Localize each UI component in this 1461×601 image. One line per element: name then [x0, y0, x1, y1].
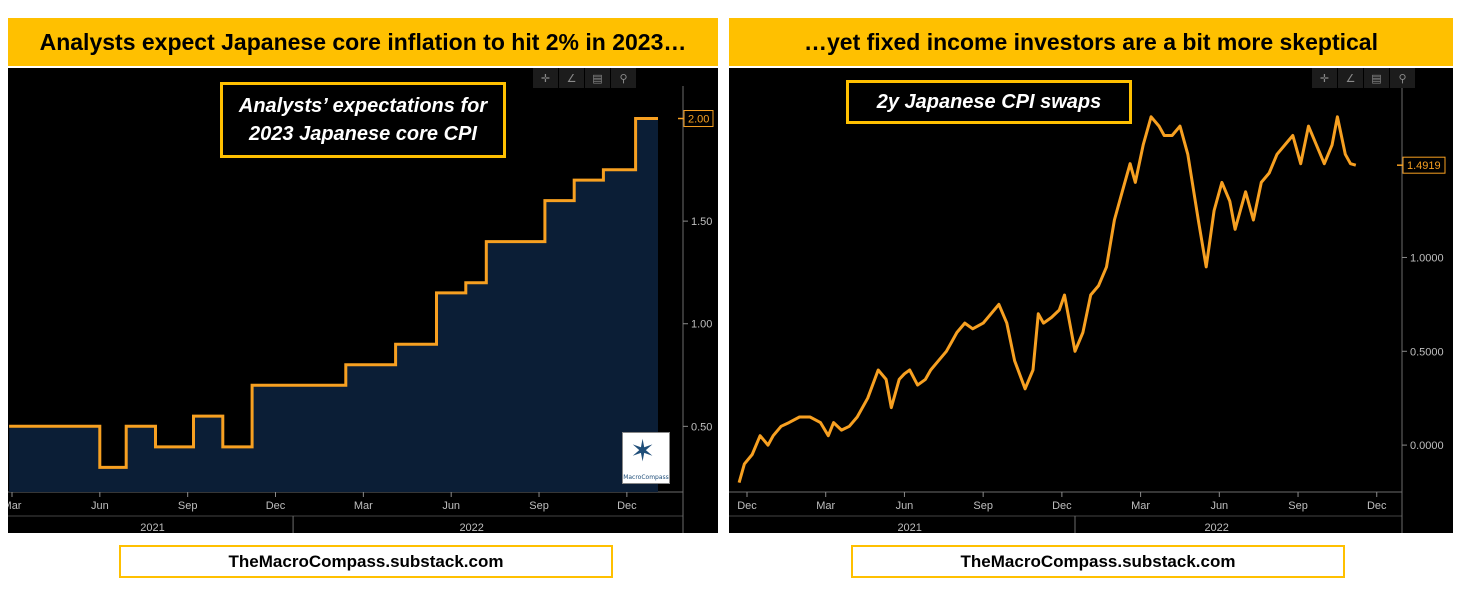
zoom-icon[interactable]: ⚲: [611, 68, 637, 88]
right-x-tick-label: Mar: [1131, 500, 1150, 512]
right-x-tick-label: Jun: [1210, 500, 1228, 512]
right-toolbar: ✛ ∠ ▤ ⚲: [1312, 68, 1416, 88]
left-x-tick-label: Mar: [8, 500, 22, 512]
right-x-tick-label: Dec: [737, 500, 757, 512]
compass-star-icon: ✶: [630, 434, 656, 469]
right-banner: …yet fixed income investors are a bit mo…: [729, 18, 1453, 66]
right-y-tick-label: 1.0000: [1410, 252, 1444, 264]
right-annotation: 2y Japanese CPI swaps: [846, 80, 1132, 124]
table-icon[interactable]: ▤: [1364, 68, 1390, 88]
left-annotation-line2: 2023 Japanese core CPI: [249, 123, 477, 145]
right-x-tick-label: Mar: [816, 500, 835, 512]
left-x-tick-label: Jun: [442, 500, 460, 512]
left-x-tick-label: Sep: [178, 500, 198, 512]
zoom-icon[interactable]: ⚲: [1390, 68, 1416, 88]
right-chart-panel: Dec Mar Jun Sep Dec Mar Jun Sep Dec 2021 2022 0.000…: [729, 68, 1453, 533]
left-x-tick-label: Mar: [354, 500, 373, 512]
left-x-tick-label: Dec: [266, 500, 286, 512]
right-last-value-label: 1.4919: [1407, 160, 1441, 172]
right-x-tick-label: Jun: [896, 500, 914, 512]
right-last-value-box: [1402, 156, 1446, 174]
macro-compass-logo: ✶ MacroCompass: [622, 432, 670, 484]
right-year-label: 2022: [1204, 522, 1228, 533]
crosshair-icon[interactable]: ✛: [533, 68, 559, 88]
left-toolbar: ✛ ∠ ▤ ⚲: [533, 68, 637, 88]
left-year-label: 2022: [459, 522, 483, 533]
crosshair-icon[interactable]: ✛: [1312, 68, 1338, 88]
left-x-tick-label: Dec: [617, 500, 637, 512]
left-year-label: 2021: [140, 522, 164, 533]
left-footer: TheMacroCompass.substack.com: [119, 545, 613, 578]
left-last-value-label: 2.00: [688, 114, 709, 126]
logo-text: MacroCompass: [623, 474, 669, 481]
left-x-tick-label: Jun: [91, 500, 109, 512]
left-x-tick-label: Sep: [529, 500, 549, 512]
right-x-tick-label: Dec: [1367, 500, 1387, 512]
left-y-tick-label: 1.00: [691, 319, 712, 331]
left-chart: Mar Jun Sep Dec Mar Jun Sep Dec 2021 2022 0.50 1.00…: [8, 86, 714, 533]
right-footer: TheMacroCompass.substack.com: [851, 545, 1345, 578]
right-chart: Dec Mar Jun Sep Dec Mar Jun Sep Dec 2021 2022 0.000…: [729, 86, 1446, 533]
table-icon[interactable]: ▤: [585, 68, 611, 88]
left-y-tick-label: 0.50: [691, 421, 712, 433]
right-x-tick-label: Sep: [973, 500, 993, 512]
left-y-tick-label: 1.50: [691, 216, 712, 228]
right-x-tick-label: Dec: [1052, 500, 1072, 512]
draw-icon[interactable]: ∠: [1338, 68, 1364, 88]
left-series-line: [9, 117, 658, 469]
left-chart-panel: Mar Jun Sep Dec Mar Jun Sep Dec 2021 2022 0.50 1.00…: [8, 68, 718, 533]
left-banner: Analysts expect Japanese core inflation …: [8, 18, 718, 66]
right-x-tick-label: Sep: [1288, 500, 1308, 512]
right-series-line: [737, 115, 1357, 484]
left-annotation: Analysts’ expectations for 2023 Japanese…: [220, 82, 506, 158]
draw-icon[interactable]: ∠: [559, 68, 585, 88]
right-y-tick-label: 0.5000: [1410, 346, 1444, 358]
left-last-value-box: [683, 110, 714, 128]
right-y-tick-label: 0.0000: [1410, 440, 1444, 452]
left-series-area: [9, 118, 659, 492]
left-annotation-line1: Analysts’ expectations for: [238, 95, 488, 117]
right-year-label: 2021: [897, 522, 921, 533]
